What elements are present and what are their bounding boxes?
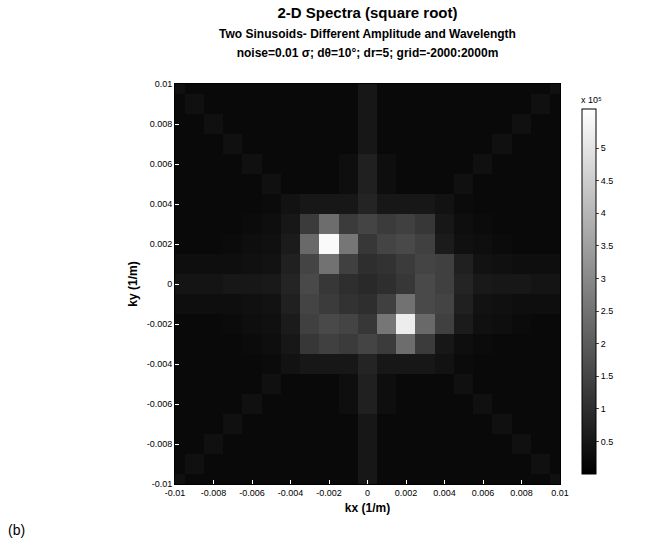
svg-text:0: 0 — [365, 488, 370, 498]
svg-text:0.01: 0.01 — [155, 79, 173, 89]
svg-text:0.002: 0.002 — [150, 239, 173, 249]
svg-text:-0.004: -0.004 — [147, 359, 173, 369]
svg-text:-0.008: -0.008 — [147, 439, 173, 449]
svg-text:-0.006: -0.006 — [147, 399, 173, 409]
svg-text:0: 0 — [167, 279, 172, 289]
svg-text:5: 5 — [601, 143, 606, 153]
svg-text:-0.01: -0.01 — [152, 479, 173, 489]
svg-text:ky (1/m): ky (1/m) — [126, 261, 140, 306]
svg-text:0.008: 0.008 — [150, 119, 173, 129]
svg-text:kx (1/m): kx (1/m) — [345, 501, 390, 515]
svg-text:0.01: 0.01 — [551, 488, 569, 498]
svg-text:-0.006: -0.006 — [239, 488, 265, 498]
svg-text:-0.002: -0.002 — [316, 488, 342, 498]
svg-text:0.008: 0.008 — [510, 488, 533, 498]
svg-text:2-D Spectra (square root)Two S: 2-D Spectra (square root)Two Sinusoids- … — [219, 4, 516, 60]
svg-text:-0.01: -0.01 — [165, 488, 186, 498]
svg-text:x 10⁵: x 10⁵ — [581, 95, 602, 105]
svg-text:1: 1 — [601, 404, 606, 414]
svg-text:(b): (b) — [8, 522, 25, 538]
svg-text:2: 2 — [601, 339, 606, 349]
svg-text:0.002: 0.002 — [395, 488, 418, 498]
svg-text:0.004: 0.004 — [433, 488, 456, 498]
svg-text:4: 4 — [601, 208, 606, 218]
svg-text:-0.004: -0.004 — [278, 488, 304, 498]
svg-text:0.006: 0.006 — [472, 488, 495, 498]
svg-text:3.5: 3.5 — [601, 241, 614, 251]
svg-text:0.004: 0.004 — [150, 199, 173, 209]
svg-text:4.5: 4.5 — [601, 176, 614, 186]
svg-text:0.006: 0.006 — [150, 159, 173, 169]
svg-text:1.5: 1.5 — [601, 371, 614, 381]
svg-text:3: 3 — [601, 274, 606, 284]
svg-text:2.5: 2.5 — [601, 306, 614, 316]
svg-text:-0.008: -0.008 — [201, 488, 227, 498]
svg-text:-0.002: -0.002 — [147, 319, 173, 329]
svg-text:0.5: 0.5 — [601, 437, 614, 447]
